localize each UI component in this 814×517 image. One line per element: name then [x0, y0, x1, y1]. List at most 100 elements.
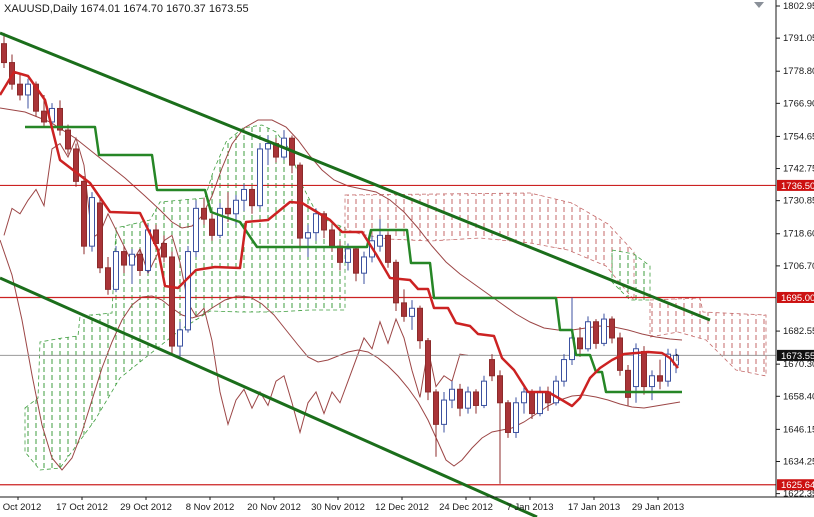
candle-bearish [489, 359, 495, 377]
candle-bearish [17, 83, 23, 96]
x-axis-label: 20 Nov 2012 [247, 502, 301, 513]
last-price-marker: ↑ [674, 349, 680, 363]
x-axis-label: 29 Jan 2013 [632, 502, 684, 513]
candles-layer [1, 32, 679, 484]
y-axis-label: 1742.75 [783, 164, 814, 175]
candle-bullish [449, 388, 455, 401]
candle-bearish [425, 340, 431, 393]
cloud-red [649, 297, 767, 377]
candle-bearish [161, 242, 167, 258]
y-axis-label: 1646.15 [783, 424, 814, 435]
candle-bearish [1, 43, 7, 64]
x-axis-label: 17 Oct 2012 [56, 502, 108, 513]
candle-bullish [129, 253, 135, 266]
candle-bearish [105, 267, 111, 290]
candle-bearish [505, 402, 511, 433]
current-price-badge [777, 349, 814, 361]
descending-trendline[interactable] [0, 31, 711, 322]
band-line [0, 107, 683, 341]
candle-bullish [585, 321, 591, 350]
candle-bullish [241, 188, 247, 201]
descending-trendline[interactable] [0, 276, 538, 517]
candle-bullish [553, 380, 559, 404]
chikou-line [3, 136, 469, 435]
x-axis-label: 12 Dec 2012 [375, 502, 429, 513]
candle-bearish [121, 251, 127, 266]
candle-bearish [81, 180, 87, 247]
y-axis-label: 1622.35 [783, 489, 814, 500]
y-axis-label: 1778.80 [783, 66, 814, 77]
candle-bearish [529, 391, 535, 415]
candle-bearish [201, 207, 207, 220]
tenkan-line [0, 70, 679, 408]
candle-bearish [497, 375, 503, 404]
x-axis-label: 8 Nov 2012 [186, 502, 235, 513]
candle-bullish [377, 234, 383, 247]
candle-bullish [361, 256, 367, 274]
candle-bearish [625, 369, 631, 398]
candle-bearish [577, 337, 583, 350]
candle-bullish [345, 248, 351, 263]
candle-bearish [41, 110, 47, 123]
candle-bullish [265, 143, 271, 150]
candle-bearish [97, 202, 103, 269]
candle-bullish [185, 251, 191, 331]
indicator-thin-lines [0, 107, 683, 471]
candle-bearish [209, 218, 215, 236]
x-axis-label: 7 Jan 2013 [506, 502, 553, 513]
candle-bearish [57, 107, 63, 131]
candle-bullish [561, 359, 567, 382]
candle-bullish [313, 213, 319, 234]
candle-bearish [609, 318, 615, 339]
price-badge-label: 1695.00 [781, 293, 814, 304]
candle-bullish [217, 207, 223, 236]
price-badge-label: 1625.64 [781, 480, 814, 491]
candle-bearish [353, 248, 359, 274]
candle-bearish [249, 188, 255, 207]
candle-bearish [401, 302, 407, 317]
candle-bullish [601, 318, 607, 344]
cloud-red [344, 192, 635, 302]
candle-bearish [417, 307, 423, 342]
level-price-badge [777, 479, 814, 491]
candle-bullish [513, 402, 519, 433]
y-axis-label: 1670.30 [783, 359, 814, 370]
candle-bullish [193, 207, 199, 253]
candle-bullish [633, 348, 639, 388]
price-badge-label: 1673.55 [781, 351, 814, 362]
kijun-line [25, 125, 682, 394]
chart-title-quote: XAUUSD,Daily 1674.01 1674.70 1670.37 167… [4, 3, 249, 15]
candle-bearish [329, 229, 335, 247]
candle-bearish [33, 83, 39, 112]
x-axis-label: 5 Oct 2012 [0, 502, 41, 513]
candle-bearish [385, 234, 391, 263]
candle-bullish [89, 197, 95, 247]
x-axis-label: 17 Jan 2013 [568, 502, 620, 513]
candle-bearish [593, 321, 599, 344]
candle-bearish [393, 261, 399, 304]
candle-bearish [473, 391, 479, 406]
candle-bullish [177, 329, 183, 347]
level-lines-layer [0, 184, 776, 486]
y-axis-label: 1718.60 [783, 229, 814, 240]
candle-bearish [73, 148, 79, 182]
candle-bearish [337, 245, 343, 263]
candle-bullish [409, 307, 415, 317]
candle-bearish [169, 256, 175, 347]
y-axis-label: 1730.85 [783, 196, 814, 207]
y-axis-label: 1802.95 [783, 1, 814, 12]
candle-bearish [321, 213, 327, 231]
y-axis-label: 1766.90 [783, 98, 814, 109]
candle-bullish [665, 353, 671, 382]
candle-bullish [537, 391, 543, 415]
candle-bullish [305, 232, 311, 239]
price-badge-label: 1736.50 [781, 181, 814, 192]
y-axis-label: 1634.25 [783, 456, 814, 467]
chart-shift-marker-icon[interactable] [754, 2, 764, 8]
candle-bullish [441, 399, 447, 425]
candle-bearish [225, 207, 231, 215]
candle-bearish [433, 391, 439, 425]
